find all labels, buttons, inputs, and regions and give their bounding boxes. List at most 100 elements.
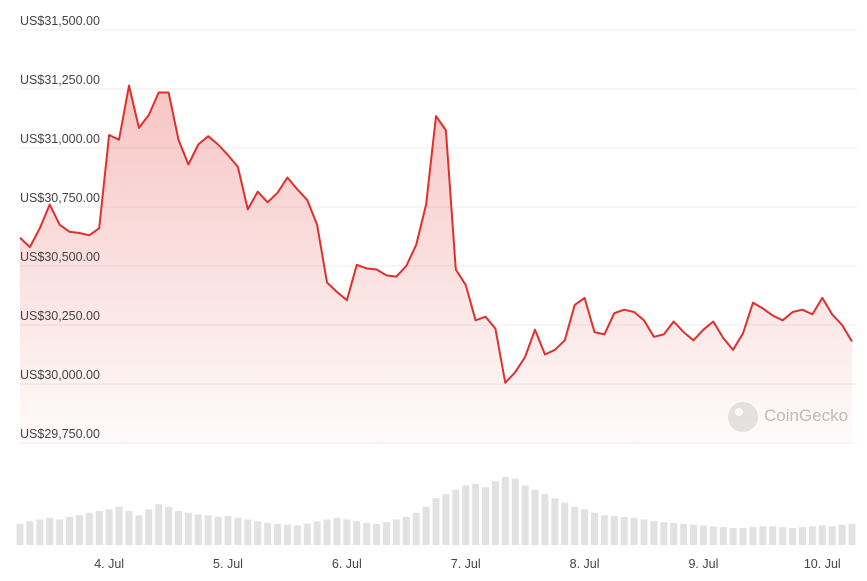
volume-bar bbox=[323, 519, 331, 545]
volume-bar bbox=[828, 526, 836, 545]
x-tick-label: 4. Jul bbox=[94, 557, 124, 571]
volume-bar bbox=[818, 525, 826, 545]
volume-bar bbox=[551, 498, 559, 545]
volume-bar bbox=[680, 523, 688, 545]
volume-bar bbox=[630, 517, 638, 545]
y-tick-label: US$31,000.00 bbox=[20, 132, 100, 146]
volume-bar bbox=[561, 502, 569, 545]
volume-bar bbox=[848, 523, 856, 545]
volume-bar bbox=[125, 511, 133, 545]
watermark-logo bbox=[728, 402, 758, 432]
volume-bar bbox=[482, 487, 490, 545]
volume-bar bbox=[670, 522, 678, 545]
volume-bar bbox=[155, 504, 163, 545]
volume-bar bbox=[264, 522, 272, 545]
volume-bar bbox=[85, 512, 93, 545]
volume-bar bbox=[739, 528, 747, 545]
volume-bar bbox=[432, 498, 440, 545]
volume-bar bbox=[194, 514, 202, 545]
volume-bar bbox=[660, 522, 668, 545]
x-tick-label: 5. Jul bbox=[213, 557, 243, 571]
volume-bar bbox=[759, 526, 767, 545]
x-tick-label: 10. Jul bbox=[804, 557, 841, 571]
volume-bar bbox=[789, 528, 797, 545]
volume-bar bbox=[26, 521, 34, 545]
volume-bar bbox=[274, 523, 282, 545]
volume-bar bbox=[462, 485, 470, 545]
volume-bar bbox=[105, 509, 113, 545]
volume-bar bbox=[749, 527, 757, 545]
y-tick-label: US$30,000.00 bbox=[20, 368, 100, 382]
volume-bar bbox=[531, 489, 539, 545]
volume-bar bbox=[719, 527, 727, 545]
volume-bar bbox=[610, 516, 618, 545]
volume-bar bbox=[293, 525, 301, 545]
y-tick-label: US$31,500.00 bbox=[20, 14, 100, 28]
volume-bar bbox=[283, 524, 291, 545]
volume-bar bbox=[46, 517, 54, 545]
volume-bar bbox=[115, 506, 123, 545]
volume-bar bbox=[571, 506, 579, 545]
volume-bar bbox=[620, 516, 628, 545]
volume-bar bbox=[640, 519, 648, 545]
volume-bar bbox=[313, 521, 321, 545]
volume-bar bbox=[472, 483, 480, 545]
volume-bar bbox=[491, 481, 499, 545]
area-fill bbox=[20, 85, 852, 443]
volume-bar bbox=[650, 521, 658, 545]
volume-bar bbox=[541, 494, 549, 545]
volume-bar bbox=[581, 509, 589, 545]
x-tick-label: 6. Jul bbox=[332, 557, 362, 571]
price-line bbox=[19, 84, 853, 384]
y-tick-label: US$29,750.00 bbox=[20, 427, 100, 441]
volume-bar bbox=[244, 519, 252, 545]
volume-bar bbox=[145, 509, 153, 545]
volume-bar bbox=[412, 512, 420, 545]
volume-bar bbox=[16, 523, 24, 545]
y-tick-label: US$30,750.00 bbox=[20, 191, 100, 205]
watermark-text: CoinGecko bbox=[764, 406, 848, 425]
volume-bar bbox=[442, 494, 450, 545]
volume-bar bbox=[690, 524, 698, 545]
volume-bar bbox=[729, 528, 737, 545]
volume-bar bbox=[422, 506, 430, 545]
volume-bar bbox=[392, 519, 400, 545]
volume-bar bbox=[135, 515, 143, 545]
plot bbox=[19, 84, 853, 443]
volume-bar bbox=[165, 506, 173, 545]
volume-bar bbox=[36, 519, 44, 545]
volume-bar bbox=[204, 515, 212, 545]
volume-bar bbox=[353, 521, 361, 545]
volume-bar bbox=[234, 517, 242, 545]
volume-bar bbox=[511, 478, 519, 545]
y-tick-label: US$31,250.00 bbox=[20, 73, 100, 87]
volume-bar bbox=[303, 523, 311, 545]
volume-bar bbox=[224, 516, 232, 545]
x-tick-label: 9. Jul bbox=[688, 557, 718, 571]
volume-bar bbox=[343, 519, 351, 545]
volume-bar bbox=[95, 511, 103, 545]
volume-bar bbox=[184, 512, 192, 545]
volume-bar bbox=[600, 515, 608, 545]
volume-bar bbox=[373, 523, 381, 545]
volume-bar bbox=[56, 519, 64, 545]
watermark: CoinGecko bbox=[728, 402, 848, 432]
volume-bar bbox=[333, 517, 341, 545]
volume-bars bbox=[16, 477, 856, 545]
volume-bar bbox=[769, 526, 777, 545]
volume-bar bbox=[838, 524, 846, 545]
volume-bar bbox=[521, 485, 529, 545]
volume-bar bbox=[452, 489, 460, 545]
volume-bar bbox=[779, 527, 787, 545]
watermark-logo-eye bbox=[735, 408, 743, 416]
volume-bar bbox=[709, 526, 717, 545]
x-tick-label: 8. Jul bbox=[570, 557, 600, 571]
x-tick-label: 7. Jul bbox=[451, 557, 481, 571]
volume-bar bbox=[174, 511, 182, 545]
volume-bar bbox=[402, 516, 410, 545]
volume-bar bbox=[75, 515, 83, 545]
volume-bar bbox=[808, 526, 816, 545]
volume-bar bbox=[214, 516, 222, 545]
y-tick-label: US$30,500.00 bbox=[20, 250, 100, 264]
